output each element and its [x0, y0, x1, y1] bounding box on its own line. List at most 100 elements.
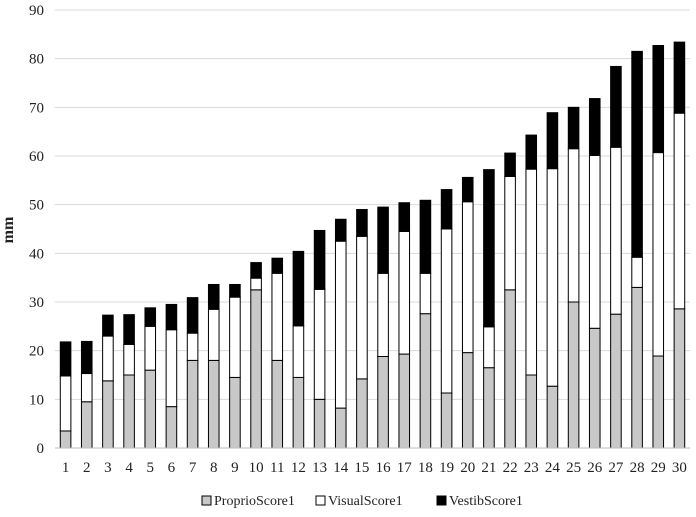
x-category-label-8: 8: [210, 460, 218, 476]
bar-20-ProprioScore1: [461, 352, 474, 449]
x-category-label-22: 22: [503, 460, 518, 476]
x-category-label-11: 11: [270, 460, 284, 476]
bar-28-VestibScore1: [631, 50, 643, 258]
bar-30-VisualScore1: [673, 112, 686, 310]
bar-20-VisualScore1: [461, 201, 474, 354]
x-category-label-4: 4: [125, 460, 133, 476]
bar-16-ProprioScore1: [377, 356, 389, 449]
bar-23-VestibScore1: [525, 134, 538, 170]
bar-29-ProprioScore1: [652, 355, 665, 449]
x-category-label-3: 3: [104, 460, 112, 476]
bar-17-VisualScore1: [398, 230, 411, 355]
x-category-label-29: 29: [651, 460, 666, 476]
bar-5-VestibScore1: [144, 307, 157, 327]
x-category-label-25: 25: [566, 460, 581, 476]
bar-13-VestibScore1: [313, 229, 326, 290]
gridlines: [55, 9, 690, 400]
bar-21-VestibScore1: [483, 169, 495, 328]
x-axis-category-labels: 1 2 3 4 5 6 7 8 9 10 11 12 13 14 15 16 17 18 19 20 21 22 23 24 2…: [62, 460, 687, 476]
bar-1-ProprioScore1: [59, 430, 72, 449]
bar-3-VestibScore1: [102, 314, 114, 337]
bar-23-VisualScore1: [525, 168, 538, 376]
x-category-label-1: 1: [62, 460, 70, 476]
bar-26-ProprioScore1: [588, 327, 601, 449]
y-tick-label-90: 90: [29, 3, 44, 19]
y-tick-label-40: 40: [29, 246, 44, 262]
bar-11-VestibScore1: [271, 257, 284, 274]
bar-28-VisualScore1: [631, 256, 643, 288]
bar-15-ProprioScore1: [356, 378, 368, 449]
bar-10-VisualScore1: [250, 277, 262, 291]
bar-17-VestibScore1: [398, 202, 411, 232]
x-category-label-5: 5: [147, 460, 155, 476]
x-category-label-12: 12: [291, 460, 306, 476]
bar-9-ProprioScore1: [229, 376, 241, 449]
bar-11-VisualScore1: [271, 272, 284, 361]
legend-label-VestibScore1: VestibScore1: [449, 494, 523, 509]
bar-28-ProprioScore1: [631, 286, 643, 449]
y-axis-tick-labels: 0 10 20 30 40 50 60 70 80 90: [29, 3, 44, 457]
x-category-label-6: 6: [168, 460, 176, 476]
bar-11-ProprioScore1: [271, 359, 284, 449]
y-tick-label-0: 0: [37, 441, 45, 457]
legend-swatch-VestibScore1: [436, 495, 447, 506]
bar-19-VisualScore1: [440, 228, 453, 394]
bar-1-VisualScore1: [59, 375, 72, 432]
bar-18-VisualScore1: [419, 272, 432, 315]
legend-label-VisualScore1: VisualScore1: [328, 494, 403, 509]
bar-25-VestibScore1: [567, 106, 580, 150]
bar-8-ProprioScore1: [207, 359, 220, 449]
bar-7-VestibScore1: [186, 297, 199, 334]
x-category-label-17: 17: [397, 460, 413, 476]
x-category-label-13: 13: [312, 460, 327, 476]
bar-7-VisualScore1: [186, 332, 199, 361]
bar-10-ProprioScore1: [250, 289, 262, 449]
x-category-label-14: 14: [333, 460, 349, 476]
x-category-label-18: 18: [418, 460, 433, 476]
bar-10-VestibScore1: [250, 262, 262, 279]
legend-label-ProprioScore1: ProprioScore1: [214, 494, 295, 509]
bar-27-VisualScore1: [610, 146, 622, 315]
bar-22-VestibScore1: [504, 152, 516, 177]
x-category-label-21: 21: [481, 460, 496, 476]
bar-5-VisualScore1: [144, 325, 157, 371]
x-category-label-30: 30: [672, 460, 687, 476]
x-category-label-24: 24: [545, 460, 561, 476]
x-category-label-26: 26: [587, 460, 603, 476]
bar-17-ProprioScore1: [398, 353, 411, 449]
bar-21-VisualScore1: [483, 326, 495, 369]
x-category-label-20: 20: [460, 460, 475, 476]
bar-12-VisualScore1: [292, 325, 305, 378]
bar-16-VisualScore1: [377, 272, 389, 358]
bar-26-VisualScore1: [588, 155, 601, 329]
x-category-label-9: 9: [231, 460, 239, 476]
bar-24-VisualScore1: [546, 168, 559, 387]
bar-19-VestibScore1: [440, 189, 453, 230]
bar-13-VisualScore1: [313, 288, 326, 400]
legend-swatch-VisualScore1: [315, 495, 326, 506]
bar-18-VestibScore1: [419, 199, 432, 274]
x-category-label-15: 15: [354, 460, 369, 476]
bar-2-ProprioScore1: [80, 401, 93, 449]
bar-2-VestibScore1: [80, 340, 93, 375]
bar-25-VisualScore1: [567, 148, 580, 303]
bar-22-ProprioScore1: [504, 289, 516, 449]
bar-19-ProprioScore1: [440, 392, 453, 449]
bar-14-VisualScore1: [334, 240, 347, 409]
bar-1-VestibScore1: [59, 341, 72, 377]
y-tick-label-50: 50: [29, 198, 44, 214]
bar-4-VisualScore1: [123, 343, 135, 376]
bar-12-VestibScore1: [292, 250, 305, 327]
bar-7-ProprioScore1: [186, 359, 199, 449]
x-category-label-28: 28: [630, 460, 645, 476]
bar-24-ProprioScore1: [546, 385, 559, 449]
bar-23-ProprioScore1: [525, 374, 538, 449]
bar-2-VisualScore1: [80, 373, 93, 403]
x-category-label-19: 19: [439, 460, 454, 476]
bar-3-ProprioScore1: [102, 380, 114, 449]
bar-15-VisualScore1: [356, 235, 368, 380]
bar-21-ProprioScore1: [483, 367, 495, 449]
x-category-label-10: 10: [249, 460, 264, 476]
bars: [59, 41, 686, 449]
bar-29-VisualScore1: [652, 152, 665, 357]
